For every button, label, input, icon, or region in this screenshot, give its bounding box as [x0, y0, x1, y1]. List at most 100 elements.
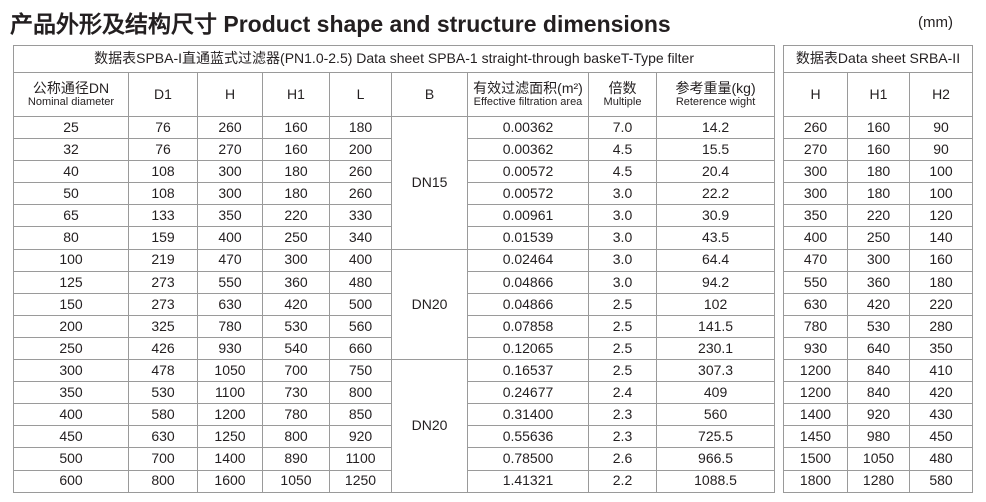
data-row: 300 180 100 — [783, 182, 974, 206]
cell: 560 — [655, 403, 776, 427]
data-row: 600 800 1600 1050 1250 1.41321 2.2 1088.5 — [13, 469, 776, 493]
cell: 260 — [197, 115, 263, 140]
cell: 410 — [908, 359, 974, 383]
cell: 350 — [783, 204, 848, 228]
cell: 273 — [128, 270, 198, 294]
cell: 600 — [13, 469, 129, 493]
cell: 420 — [847, 292, 910, 316]
cell: 890 — [262, 447, 330, 471]
header-cell: H1 — [262, 72, 330, 117]
cell: 76 — [128, 115, 198, 140]
cell: 300 — [783, 160, 848, 184]
cell: 426 — [128, 336, 198, 361]
cell: 0.55636 — [467, 425, 589, 449]
cell: 640 — [847, 336, 910, 361]
cell: 133 — [128, 204, 198, 228]
cell: 2.5 — [588, 359, 657, 383]
header-label: 参考重量(kg) — [675, 79, 756, 96]
header-cell: H — [783, 72, 848, 117]
cell: 530 — [128, 381, 198, 405]
cell: 550 — [197, 270, 263, 294]
header-row: 公称通径DN Nominal diameter D1 H H1 L B 有效过滤面积(m²) E… — [13, 72, 776, 117]
cell: 160 — [847, 115, 910, 140]
cell: 43.5 — [655, 226, 776, 250]
cell: 64.4 — [655, 248, 776, 272]
cell: 780 — [197, 314, 263, 338]
cell: 250 — [262, 226, 330, 250]
cell: 140 — [908, 226, 974, 250]
cell: 200 — [329, 138, 392, 162]
header-label: 倍数 — [608, 79, 637, 96]
header-label: H1 — [869, 85, 888, 102]
cell: 300 — [197, 160, 263, 184]
header-sub: Effective filtration area — [473, 96, 583, 109]
cell: 1400 — [197, 447, 263, 471]
header-cell: H1 — [847, 72, 910, 117]
cell: 0.04866 — [467, 270, 589, 294]
cell: 730 — [262, 381, 330, 405]
cell: 2.4 — [588, 381, 657, 405]
cell: 25 — [13, 115, 129, 140]
cell: 2.5 — [588, 336, 657, 361]
cell: 3.0 — [588, 270, 657, 294]
header-label: H — [224, 85, 236, 102]
cell: 1250 — [197, 425, 263, 449]
cell: 0.00572 — [467, 160, 589, 184]
header-cell: 参考重量(kg) Reterence wight — [655, 72, 776, 117]
cell: 90 — [908, 138, 974, 162]
cell: 840 — [847, 381, 910, 405]
data-row: 350 530 1100 730 800 0.24677 2.4 409 — [13, 381, 776, 405]
cell: 260 — [329, 160, 392, 184]
data-row: 550 360 180 — [783, 270, 974, 294]
data-row: 400 580 1200 780 850 0.31400 2.3 560 — [13, 403, 776, 427]
data-row: 1800 1280 580 — [783, 469, 974, 493]
cell: 94.2 — [655, 270, 776, 294]
header-label: 公称通径DN — [32, 79, 110, 96]
cell: 1250 — [329, 469, 392, 493]
cell: 1050 — [262, 469, 330, 493]
cell: 280 — [908, 314, 974, 338]
cell: 90 — [908, 115, 974, 140]
cell: 3.0 — [588, 204, 657, 228]
header-row: H H1 H2 — [783, 72, 974, 117]
cell: 100 — [908, 160, 974, 184]
data-row: 1400 920 430 — [783, 403, 974, 427]
cell: 540 — [262, 336, 330, 361]
header-cell: H2 — [908, 72, 974, 117]
cell: 4.5 — [588, 138, 657, 162]
cell: 360 — [847, 270, 910, 294]
cell: 0.24677 — [467, 381, 589, 405]
cell: 400 — [783, 226, 848, 250]
cell: 1.41321 — [467, 469, 589, 493]
cell: 180 — [262, 182, 330, 206]
cell: 0.07858 — [467, 314, 589, 338]
cell: 2.2 — [588, 469, 657, 493]
cell: 141.5 — [655, 314, 776, 338]
cell: 930 — [197, 336, 263, 361]
data-row: 630 420 220 — [783, 292, 974, 316]
cell: 180 — [329, 115, 392, 140]
cell: 1100 — [197, 381, 263, 405]
cell: 1050 — [847, 447, 910, 471]
cell: 300 — [197, 182, 263, 206]
cell: 200 — [13, 314, 129, 338]
unit: (mm) — [918, 14, 953, 31]
cell: 300 — [13, 359, 129, 383]
data-row: 260 160 90 — [783, 115, 974, 140]
cell: 1088.5 — [655, 469, 776, 493]
header-sub: Nominal diameter — [27, 96, 115, 109]
cell: 80 — [13, 226, 129, 250]
cell: 250 — [13, 336, 129, 361]
cell: 1800 — [783, 469, 848, 493]
data-row: 100 219 470 300 400 DN20 0.02464 3.0 64.4 — [13, 248, 776, 361]
cell: 500 — [329, 292, 392, 316]
cell: 800 — [262, 425, 330, 449]
cell: 250 — [847, 226, 910, 250]
cell: 0.31400 — [467, 403, 589, 427]
cell: 725.5 — [655, 425, 776, 449]
cell: 480 — [329, 270, 392, 294]
data-row: 32 76 270 160 200 0.00362 4.5 15.5 — [13, 138, 776, 162]
cell: 630 — [197, 292, 263, 316]
caption-row: 数据表Data sheet SRBA-II — [782, 45, 974, 73]
